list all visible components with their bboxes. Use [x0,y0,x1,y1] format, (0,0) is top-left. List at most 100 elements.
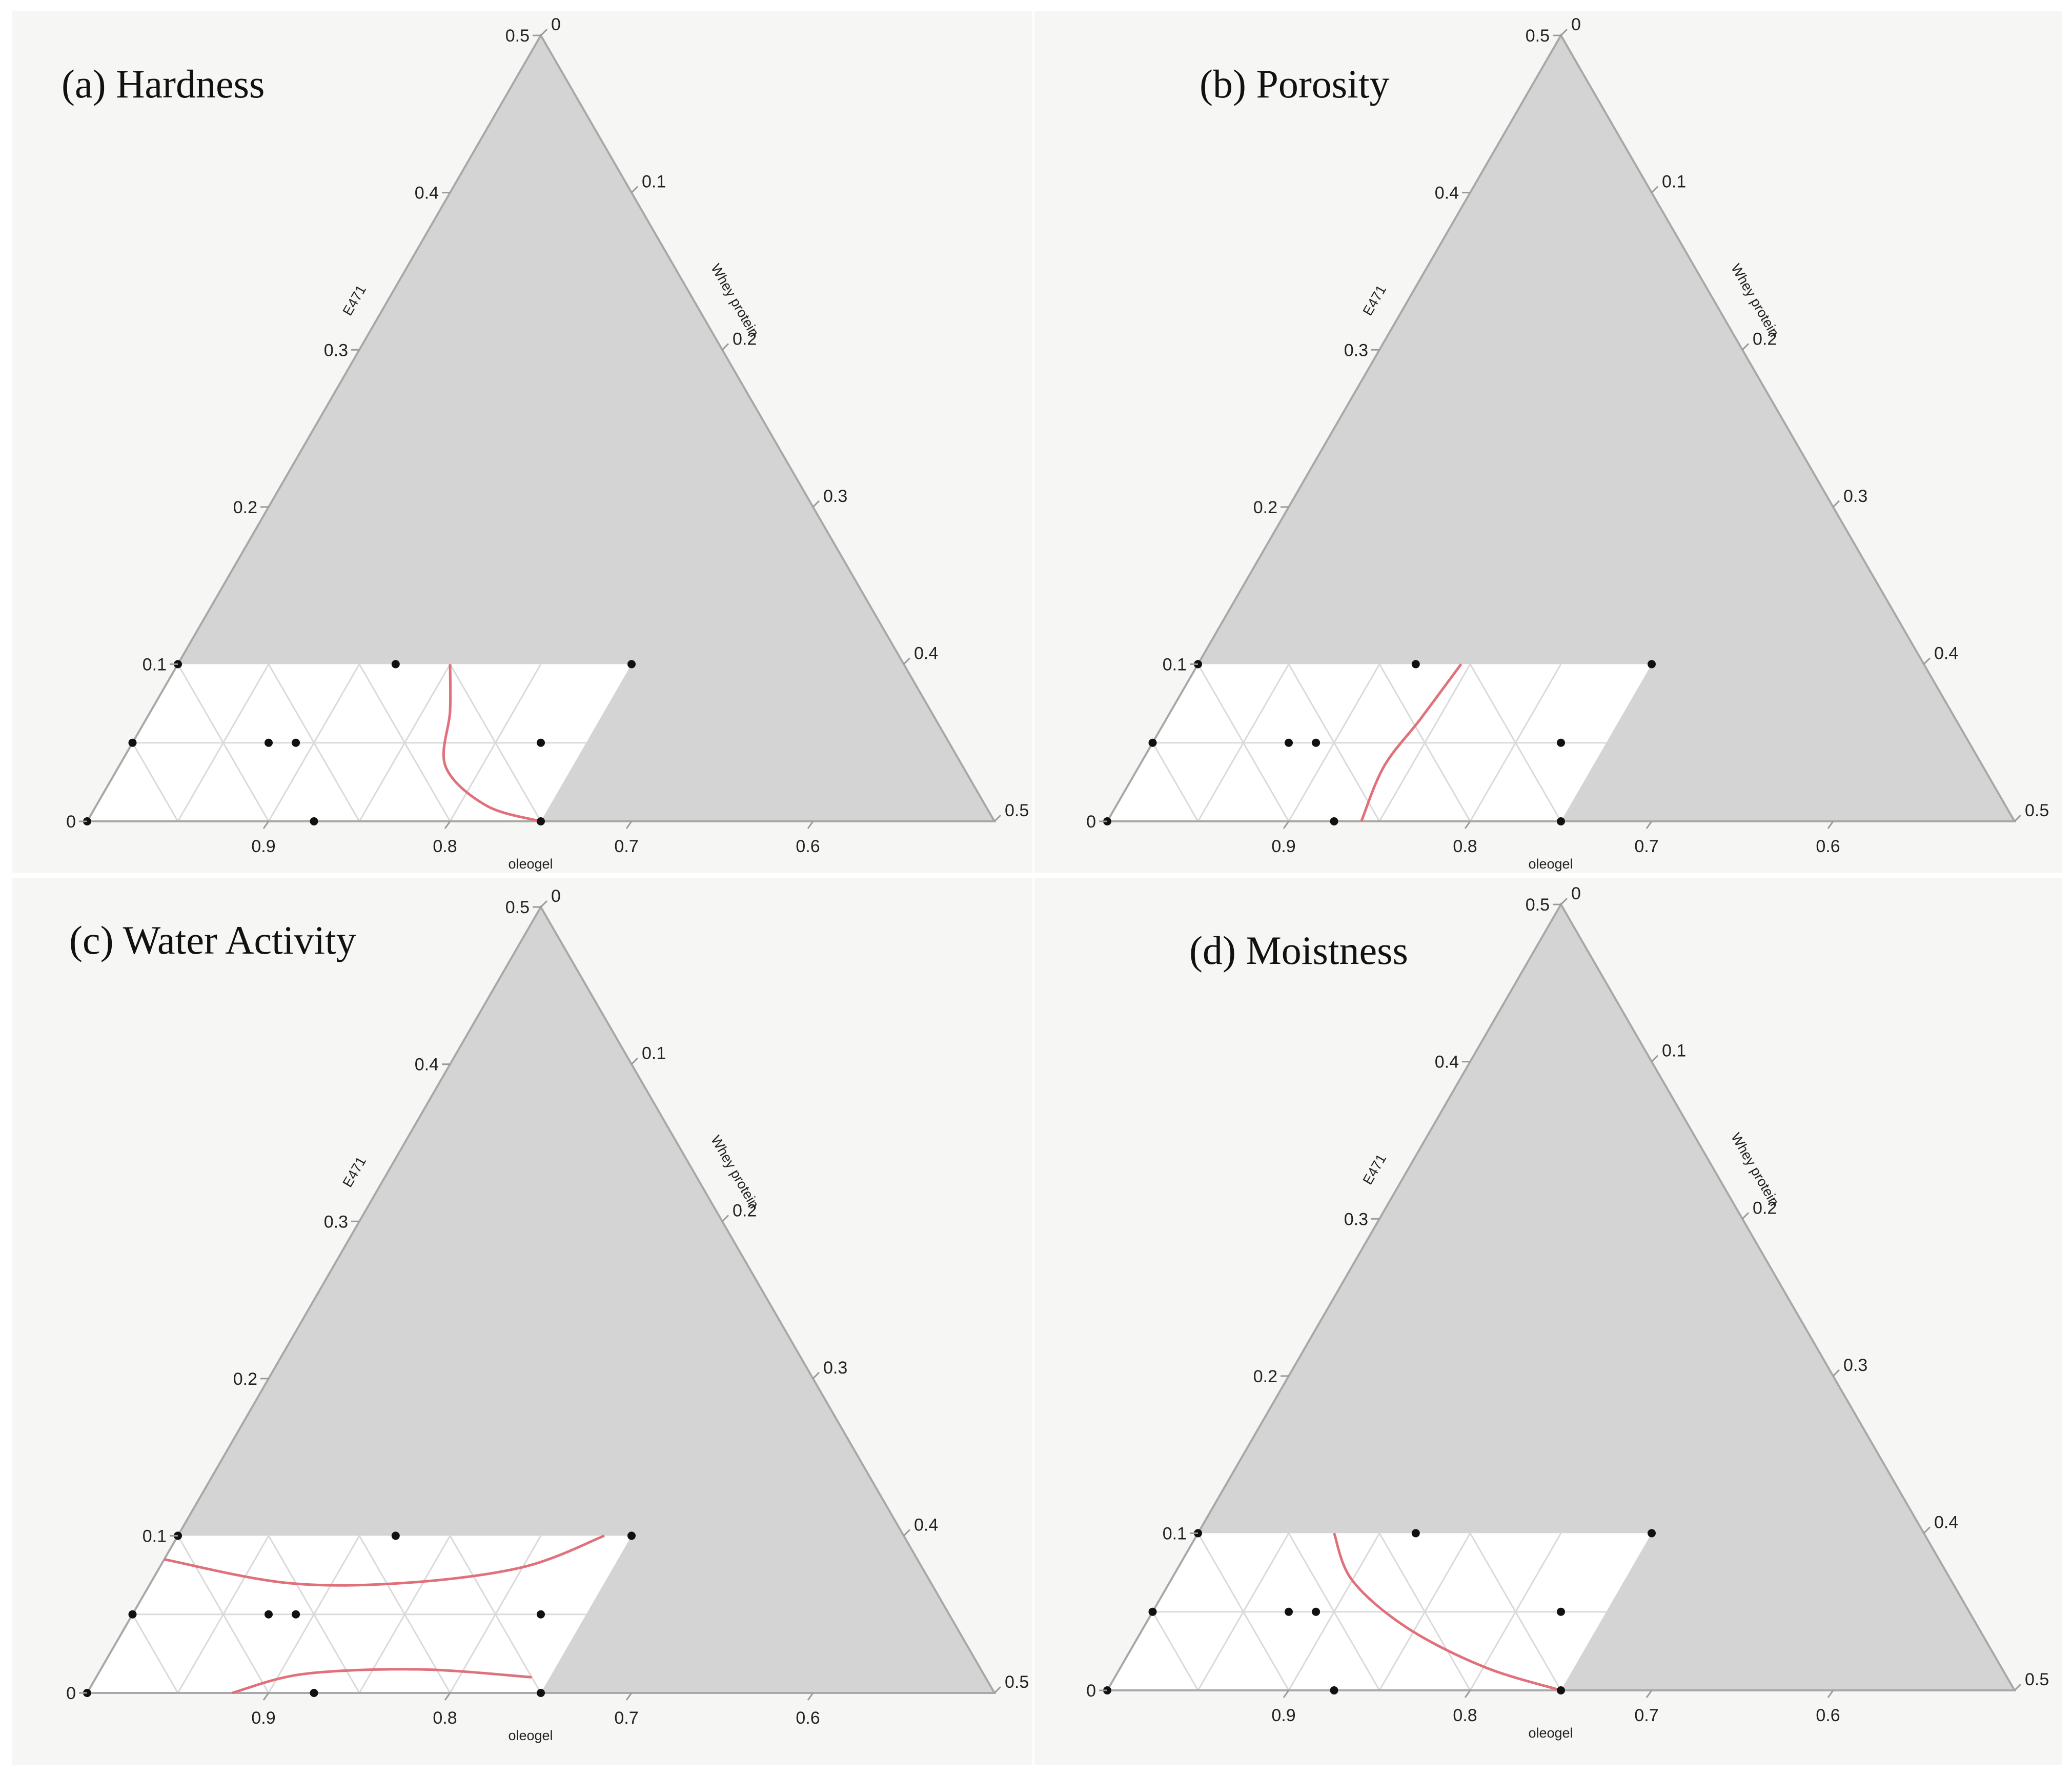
tick-mark-right [1741,1212,1750,1220]
tick-label-left: 0.1 [143,655,167,674]
grid-line-oleogel [1378,1532,1471,1691]
tick-mark-bottom [807,1692,814,1701]
tick-label-left: 0.4 [1435,184,1459,203]
design-point [1648,660,1656,669]
tick-mark-right [2014,1683,2022,1691]
tick-label-right: 0.4 [914,643,938,663]
design-point [128,1610,137,1619]
tick-label-right: 0.1 [1662,172,1686,192]
grid-line-oleogel [1288,1532,1380,1691]
tick-label-left: 0.3 [324,340,348,360]
tick-mark-right [812,1371,820,1379]
tick-label-right: 0.5 [1005,801,1029,820]
grid-line-oleogel [132,742,179,822]
design-point [1285,1607,1293,1616]
design-point [1148,738,1157,747]
tick-label-right: 0.3 [1843,1356,1867,1375]
tick-label-bottom: 0.9 [1271,837,1295,856]
tick-label-left: 0.5 [1526,26,1550,46]
tick-mark-bottom [262,1692,270,1701]
grid-line-oleogel [1469,663,1562,822]
design-point [1330,1686,1338,1694]
tick-mark-bottom [625,821,633,829]
design-point [292,1610,300,1619]
tick-mark-right [631,1057,639,1065]
tick-mark-right [812,500,820,508]
tick-label-right: 0.3 [1843,487,1867,506]
tick-mark-bottom [1646,1690,1653,1698]
design-point [1148,1607,1157,1616]
design-point [537,738,545,747]
grid-line-oleogel [1288,663,1380,822]
tick-label-left: 0.2 [1253,498,1277,517]
tick-label-left: 0.5 [505,26,530,46]
tick-label-right: 0.5 [2025,801,2049,820]
tick-mark-right [993,1686,1002,1694]
design-point [391,1531,400,1540]
grid-line-oleogel [358,663,451,822]
design-point [1312,738,1321,747]
design-point [1557,817,1565,825]
design-point [1285,738,1293,747]
tick-label-left: 0.2 [233,498,257,517]
tick-label-left: 0.1 [1163,1524,1187,1543]
tick-label-right: 0.4 [1934,1512,1958,1532]
tick-label-right: 0.5 [1005,1672,1029,1692]
tick-label-left: 0.4 [1435,1053,1459,1072]
axis-title-bottom: oleogel [508,856,553,872]
tick-label-bottom: 0.8 [433,1708,457,1728]
tick-mark-bottom [807,821,814,829]
grid-lines [1152,1532,1607,1691]
tick-mark-right [1651,186,1659,193]
grid-line-oleogel [1197,663,1290,822]
grid-line-oleogel [1197,1532,1290,1691]
tick-label-right: 0.2 [733,329,757,349]
tick-label-right: 0 [1571,15,1581,34]
tick-label-left: 0.5 [505,898,530,917]
tick-label-right: 0.1 [642,172,666,192]
tick-label-bottom: 0.6 [796,1708,820,1728]
design-point [1557,1686,1565,1694]
panel-title: (a) Hardness [62,62,265,106]
tick-label-left: 0.3 [1344,1209,1368,1229]
design-point [292,738,300,747]
tick-label-bottom: 0.7 [1634,1706,1658,1725]
ternary-panel-2: 0 0.1 0.2 0.3 0.4 0.5 0 0.1 0.2 0.3 0.4 0.5 0.9 0.8 0.… [1034,11,2062,873]
response-contour [164,1535,605,1587]
tick-mark-bottom [1646,821,1653,829]
tick-label-left: 0.1 [1163,655,1187,674]
tick-label-left: 0.4 [415,184,439,203]
tick-label-bottom: 0.6 [1816,837,1840,856]
tick-mark-bottom [1464,821,1471,829]
design-point [1648,1529,1656,1538]
tick-mark-bottom [1464,1690,1471,1698]
tick-mark-right [721,1215,729,1222]
response-contour [232,1668,532,1694]
tick-label-left: 0 [66,812,76,832]
infeasible-region [87,907,994,1693]
grid-line-oleogel [268,1535,360,1693]
tick-label-left: 0.3 [1344,340,1368,360]
design-point [627,660,636,669]
infeasible-region [87,35,994,822]
ternary-panel-4: 0 0.1 0.2 0.3 0.4 0.5 0 0.1 0.2 0.3 0.4 0.5 0.9 0.8 0.… [1034,878,2062,1765]
design-point [1557,1607,1565,1616]
tick-label-left: 0 [66,1684,76,1703]
tick-mark-right [540,900,548,908]
tick-mark-right [631,186,639,193]
tick-label-bottom: 0.6 [796,837,820,856]
tick-mark-bottom [1827,1690,1834,1698]
design-point [391,660,400,669]
tick-label-right: 0.2 [1753,1198,1777,1218]
tick-label-right: 0 [551,886,561,906]
tick-label-bottom: 0.9 [251,837,275,856]
grid-line-oleogel [1152,1611,1199,1691]
grid-line-oleogel [177,663,270,822]
tick-mark-right [721,343,729,351]
tick-mark-bottom [444,821,451,829]
tick-mark-right [1560,898,1568,905]
tick-mark-bottom [1827,821,1834,829]
design-point [1411,1529,1420,1538]
tick-label-right: 0.2 [733,1201,757,1220]
